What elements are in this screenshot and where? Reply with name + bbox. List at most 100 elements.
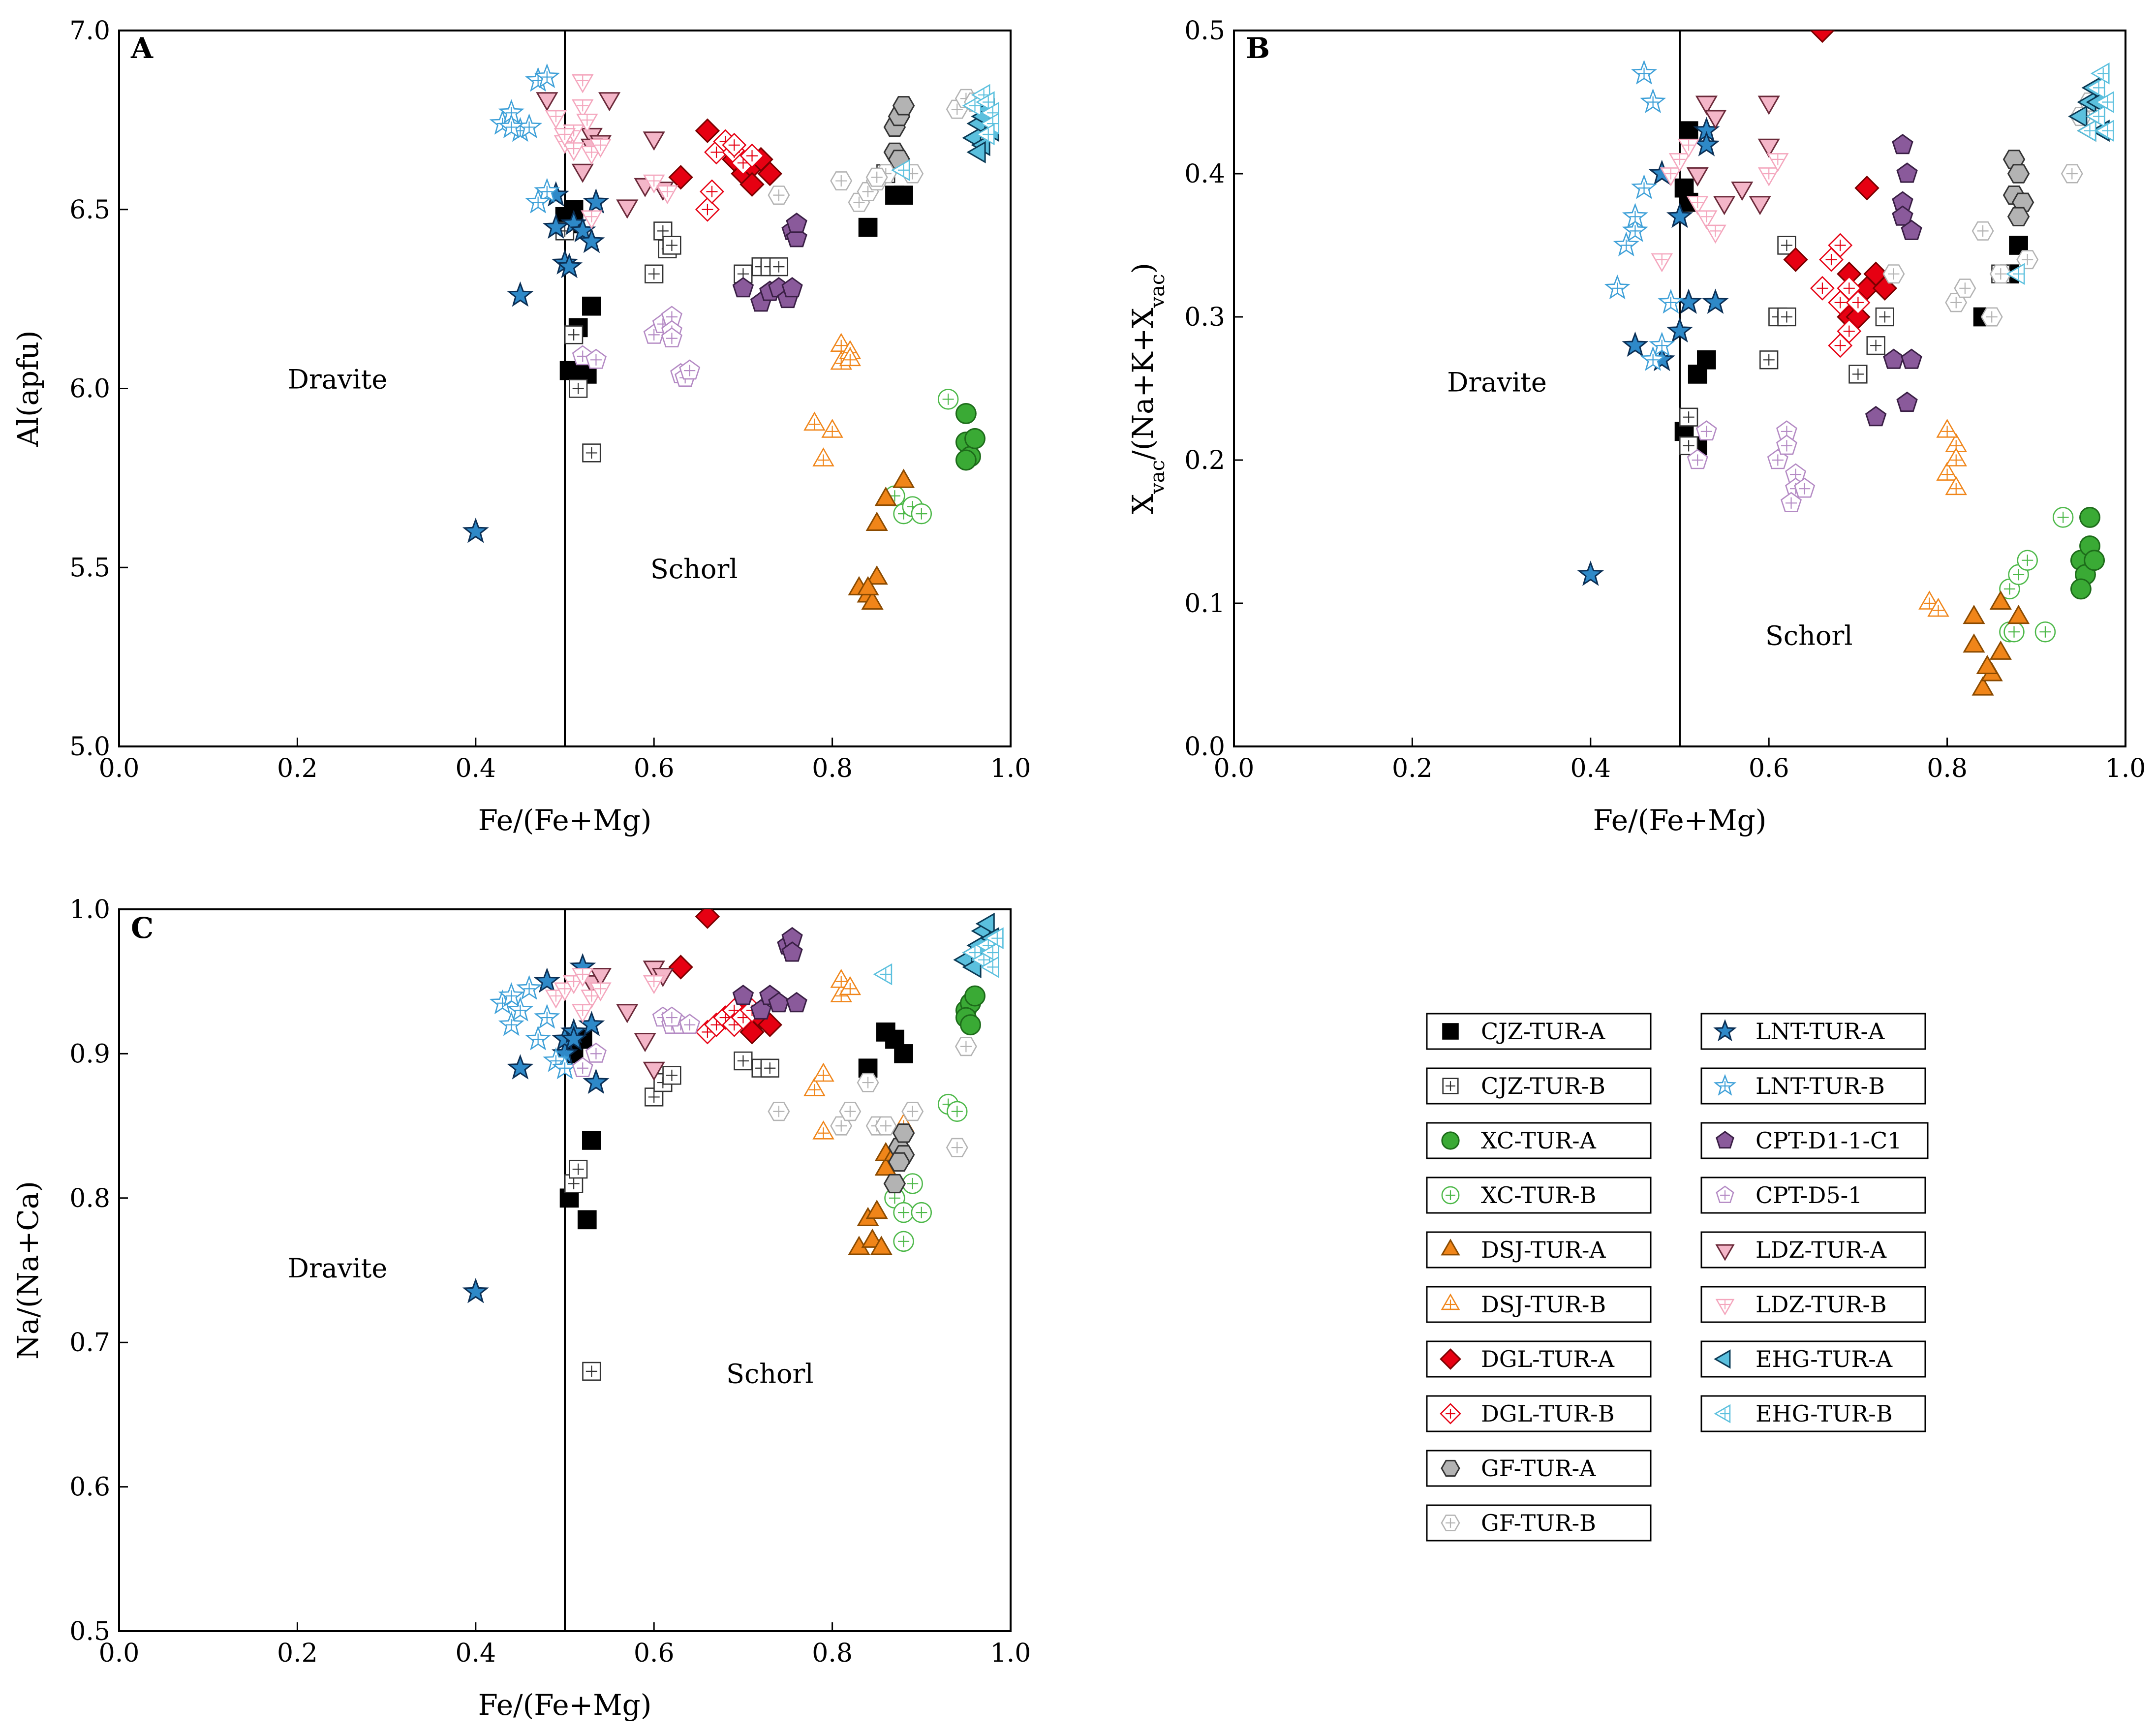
- point-cpt-d1-1-c1: [1896, 162, 1918, 183]
- field-label-dravite: Dravite: [288, 364, 388, 395]
- point-ldz-tur-b: [581, 990, 603, 1009]
- legend-item-cjz-tur-b: CJZ-TUR-B: [1426, 1067, 1652, 1105]
- point-ldz-tur-b: [656, 185, 678, 205]
- legend-item-ldz-tur-a: LDZ-TUR-A: [1700, 1231, 1926, 1269]
- point-lnt-tur-b: [1658, 289, 1684, 314]
- point-cpt-d1-1-c1: [786, 213, 807, 233]
- point-lnt-tur-b: [1613, 231, 1639, 257]
- point-cjz-tur-b: [662, 1066, 681, 1085]
- point-cpt-d1-1-c1: [1883, 348, 1905, 369]
- panel-letter: C: [131, 911, 154, 945]
- point-gf-tur-b: [1954, 279, 1976, 298]
- point-dsj-tur-a: [865, 511, 888, 531]
- point-lnt-tur-b: [1622, 217, 1648, 242]
- point-dgl-tur-a: [668, 955, 693, 980]
- point-cpt-d1-1-c1: [1865, 405, 1887, 427]
- x-tick-label: 0.0: [1214, 754, 1255, 783]
- legend-item-dsj-tur-a: DSJ-TUR-A: [1426, 1231, 1652, 1269]
- point-cpt-d5-1: [1794, 477, 1816, 498]
- point-dsj-tur-a: [870, 1236, 893, 1255]
- point-ldz-tur-a: [1757, 95, 1780, 115]
- legend-label: DSJ-TUR-B: [1481, 1291, 1606, 1318]
- point-xc-tur-b: [2052, 507, 2074, 528]
- field-label-schorl: Schorl: [726, 1358, 814, 1389]
- legend-label: CJZ-TUR-A: [1481, 1018, 1605, 1045]
- point-ldz-tur-a: [1731, 182, 1754, 201]
- point-lnt-tur-b: [1631, 60, 1658, 85]
- x-tick-label: 0.8: [812, 754, 853, 783]
- point-cpt-d1-1-c1: [1892, 205, 1913, 226]
- point-ehg-tur-b: [975, 91, 995, 113]
- point-dgl-tur-a: [1810, 31, 1835, 43]
- point-ldz-tur-b: [1767, 153, 1789, 172]
- point-lnt-tur-a: [462, 1278, 489, 1303]
- point-ehg-tur-b: [873, 963, 893, 986]
- y-tick-label: 0.5: [1184, 16, 1225, 46]
- point-ldz-tur-b: [545, 110, 567, 129]
- point-cjz-tur-b: [734, 1051, 753, 1071]
- point-cjz-tur-b: [582, 443, 601, 463]
- point-cpt-d5-1: [661, 327, 682, 347]
- legend-marker: [1714, 1349, 1731, 1369]
- point-gf-tur-a: [2011, 192, 2034, 212]
- x-axis-label: Fe/(Fe+Mg): [478, 804, 652, 837]
- y-tick-label: 0.9: [69, 1039, 110, 1069]
- y-tick-label: 7.0: [69, 16, 110, 46]
- point-gf-tur-a: [883, 1174, 906, 1194]
- point-gf-tur-b: [839, 1102, 862, 1121]
- point-ehg-tur-b: [2005, 263, 2025, 285]
- point-ldz-tur-b: [571, 74, 594, 93]
- point-lnt-tur-a: [507, 281, 534, 307]
- point-dgl-tur-a: [1854, 175, 1879, 201]
- point-cpt-d1-1-c1: [786, 991, 807, 1013]
- point-cpt-d1-1-c1: [1896, 391, 1918, 412]
- point-cpt-d5-1: [1776, 434, 1797, 455]
- point-ldz-tur-a: [1704, 110, 1727, 129]
- field-label-schorl: Schorl: [650, 554, 738, 585]
- point-lnt-tur-a: [578, 227, 605, 253]
- legend-marker: [1716, 1185, 1734, 1203]
- point-ldz-tur-b: [1757, 167, 1780, 186]
- point-ldz-tur-a: [634, 1033, 656, 1053]
- legend-marker: [1715, 1244, 1735, 1261]
- point-cjz-tur-b: [1848, 365, 1868, 384]
- legend-label: EHG-TUR-B: [1756, 1400, 1893, 1427]
- y-tick-label: 6.5: [69, 195, 110, 225]
- point-lnt-tur-b: [1604, 274, 1631, 300]
- point-ldz-tur-b: [554, 128, 576, 147]
- point-gf-tur-b: [901, 1102, 924, 1121]
- point-ldz-tur-a: [571, 163, 594, 183]
- point-lnt-tur-a: [1577, 560, 1604, 586]
- panel-a: 0.0 0.2 0.4 0.6 0.8 1.0 5.0 5.5 6.0 6.5 7.0 Dravite…: [11, 16, 1031, 837]
- point-ldz-tur-b: [1677, 138, 1700, 158]
- point-dgl-tur-b: [695, 197, 720, 222]
- x-tick-label: 0.4: [455, 1639, 496, 1668]
- point-lnt-tur-a: [583, 1068, 610, 1094]
- point-xc-tur-a: [964, 985, 986, 1007]
- point-cjz-tur-b: [760, 1058, 779, 1078]
- point-lnt-tur-b: [498, 1011, 524, 1036]
- x-tick-label: 1.0: [2105, 754, 2146, 783]
- x-tick-label: 0.2: [277, 754, 318, 783]
- point-lnt-tur-b: [498, 982, 524, 1007]
- legend: CJZ-TUR-A CJZ-TUR-B XC-TUR-A XC-TUR-B DSJ-TU…: [1426, 1013, 1929, 1542]
- legend-marker: [1713, 1074, 1737, 1096]
- point-dsj-tur-a: [1976, 654, 1999, 674]
- point-dsj-tur-b: [839, 347, 862, 367]
- point-lnt-tur-b: [1640, 88, 1666, 114]
- point-cpt-d5-1: [572, 1057, 593, 1077]
- point-dgl-tur-b: [722, 132, 747, 157]
- point-cjz-tur-a: [582, 1131, 601, 1150]
- legend-item-gf-tur-b: GF-TUR-B: [1426, 1504, 1652, 1542]
- legend-label: GF-TUR-A: [1481, 1455, 1596, 1482]
- point-lnt-tur-a: [1702, 288, 1729, 314]
- point-cpt-d5-1: [679, 1014, 701, 1034]
- legend-marker: [1716, 1131, 1734, 1149]
- point-lnt-tur-a: [1622, 331, 1649, 357]
- point-cpt-d5-1: [661, 1006, 682, 1027]
- legend-label: LDZ-TUR-B: [1756, 1291, 1887, 1318]
- point-lnt-tur-b: [516, 975, 543, 1000]
- legend-item-xc-tur-b: XC-TUR-B: [1426, 1177, 1652, 1214]
- point-ldz-tur-b: [589, 138, 612, 158]
